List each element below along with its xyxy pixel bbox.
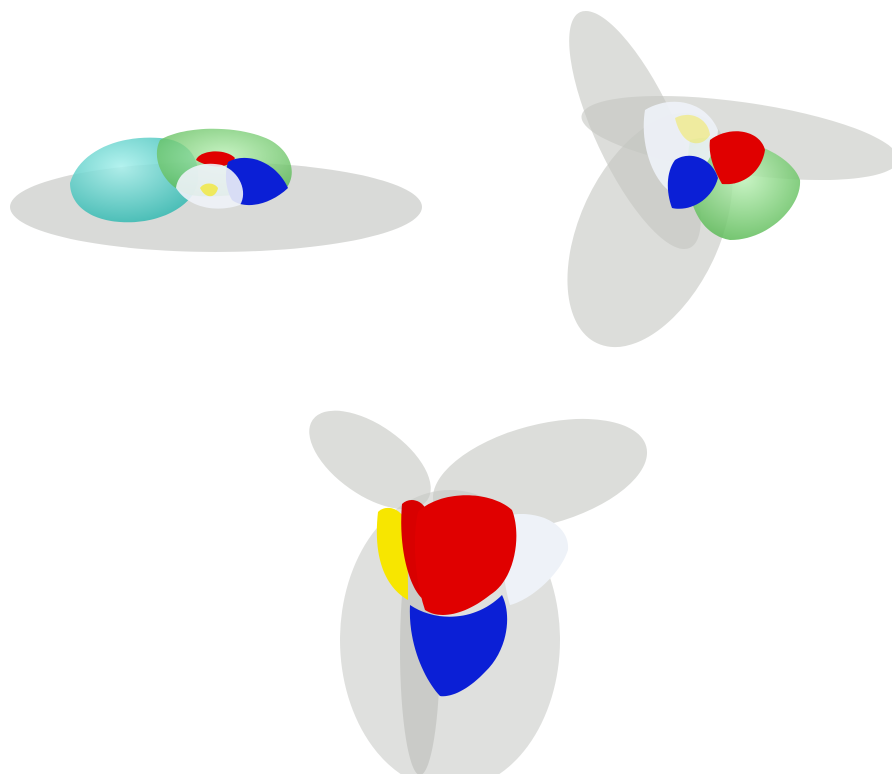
scene-side-view [10, 128, 422, 252]
yellow-lobe [675, 114, 710, 144]
scene-tilted-view [567, 10, 892, 348]
blue-lobe [667, 155, 718, 209]
yellow-lobe [376, 507, 408, 600]
white-lobe [503, 514, 569, 605]
yellow-lobe [200, 183, 218, 197]
red-lobe [414, 495, 517, 615]
scene-top-view [309, 410, 648, 774]
blue-lobe [409, 595, 508, 697]
upper-left-plane [309, 410, 431, 510]
red-lobe [709, 131, 765, 185]
red-lobe [196, 151, 235, 167]
